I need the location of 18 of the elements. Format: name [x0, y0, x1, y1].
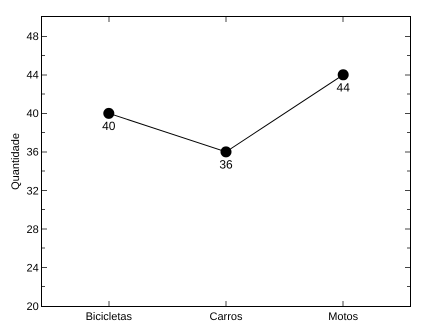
y-tick-label: 24	[26, 262, 39, 274]
x-tick-label: Motos	[328, 311, 359, 324]
point	[338, 69, 349, 80]
point	[103, 108, 114, 119]
data-label: 44	[336, 80, 350, 95]
data-label: 40	[102, 119, 116, 134]
y-tick-label: 36	[26, 146, 39, 159]
data-label: 36	[219, 158, 233, 172]
y-tick-label: 48	[26, 31, 39, 44]
point	[220, 146, 232, 158]
y-tick-label: 44	[26, 70, 39, 82]
y-tick-label: 32	[26, 185, 39, 198]
y-tick-label: 40	[26, 108, 39, 120]
y-axis-title: Quantidade	[10, 133, 22, 190]
x-tick-label: Bicicletas	[86, 311, 133, 324]
x-tick-label: Carros	[209, 311, 243, 324]
y-tick-label: 20	[26, 300, 39, 313]
y-tick-label: 28	[26, 224, 39, 236]
